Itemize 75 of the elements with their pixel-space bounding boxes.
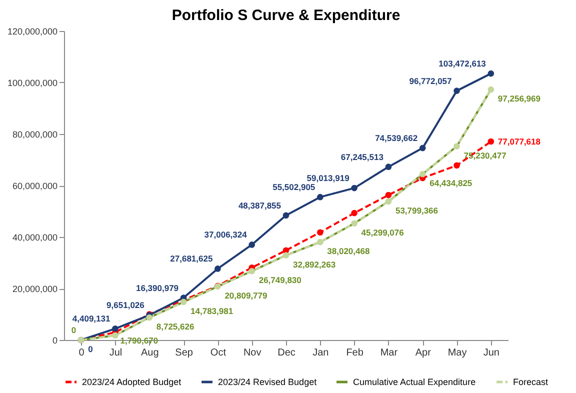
- x-tick-label: Nov: [243, 348, 262, 358]
- data-label: 45,299,076: [361, 227, 404, 238]
- data-label: 14,783,981: [190, 306, 234, 316]
- point: [454, 143, 460, 150]
- x-tick-label: Dec: [278, 348, 296, 358]
- legend-label: 2023/24 Revised Budget: [218, 377, 318, 387]
- point: [488, 138, 494, 145]
- point: [385, 198, 392, 205]
- data-label: 103,472,613: [438, 58, 486, 69]
- data-label: 53,799,366: [395, 205, 438, 216]
- point: [488, 86, 494, 93]
- x-tick-label: Jun: [483, 348, 500, 358]
- point: [454, 88, 460, 94]
- y-tick-label: 100,000,000: [7, 78, 58, 88]
- data-label: 26,749,830: [258, 275, 302, 286]
- x-tick-label: Jan: [312, 348, 329, 358]
- point: [214, 266, 221, 272]
- point: [454, 162, 460, 169]
- data-label: 32,892,263: [293, 259, 336, 270]
- x-tick-label: Feb: [346, 348, 364, 358]
- data-label: 8,725,626: [156, 322, 194, 332]
- data-label: 55,502,905: [272, 182, 316, 192]
- data-label: 0: [71, 325, 76, 335]
- x-tick-label: 0: [78, 348, 85, 358]
- y-tick-label: 20,000,000: [12, 284, 58, 294]
- point: [419, 144, 426, 152]
- data-label: 16,390,979: [136, 282, 179, 293]
- point: [282, 212, 290, 219]
- point: [385, 164, 392, 170]
- data-label: 97,256,969: [498, 94, 541, 104]
- point: [316, 238, 324, 246]
- y-tick-label: 80,000,000: [12, 130, 58, 140]
- point: [282, 252, 290, 258]
- point: [385, 192, 392, 198]
- data-label: 27,681,625: [170, 254, 213, 264]
- point: [112, 332, 118, 339]
- x-tick-label: Sep: [175, 348, 194, 358]
- point: [112, 325, 118, 332]
- y-tick-label: 60,000,000: [12, 181, 58, 191]
- chart-title: Portfolio S Curve & Expenditure: [172, 7, 400, 24]
- point: [351, 184, 358, 192]
- data-label: 77,077,618: [498, 136, 541, 147]
- y-tick-label: 120,000,000: [7, 26, 58, 36]
- data-label: 74,539,662: [375, 133, 418, 144]
- data-label: 59,013,919: [306, 173, 350, 184]
- x-tick-label: Jul: [109, 348, 122, 358]
- data-label: 38,020,468: [327, 246, 370, 256]
- legend-label: 2023/24 Adopted Budget: [82, 377, 182, 387]
- x-tick-label: Oct: [210, 348, 226, 358]
- data-label: 48,387,855: [238, 200, 282, 210]
- x-tick-label: May: [448, 348, 467, 358]
- data-label: 4,409,131: [72, 314, 110, 324]
- legend-label: Cumulative Actual Expenditure: [353, 377, 476, 387]
- y-tick-label: 40,000,000: [12, 232, 58, 242]
- data-label: 1,790,670: [120, 335, 158, 346]
- point: [146, 314, 153, 321]
- legend-label: Forecast: [513, 377, 549, 387]
- data-label: 64,434,825: [430, 178, 472, 188]
- data-label: 96,772,057: [409, 76, 452, 86]
- point: [351, 210, 358, 216]
- point: [351, 220, 358, 227]
- point: [488, 70, 494, 77]
- point: [248, 242, 256, 248]
- point: [316, 194, 324, 200]
- data-label: 37,006,324: [204, 230, 248, 240]
- y-tick-label: 0: [52, 336, 58, 346]
- point: [419, 170, 426, 178]
- point: [248, 268, 256, 274]
- x-tick-label: Aug: [140, 348, 159, 358]
- data-label: 20,809,779: [224, 290, 268, 300]
- point: [316, 229, 324, 236]
- data-label: 9,651,026: [106, 300, 145, 310]
- x-tick-label: Apr: [415, 348, 432, 358]
- data-label: 67,245,513: [340, 152, 384, 162]
- x-tick-label: Mar: [380, 348, 398, 358]
